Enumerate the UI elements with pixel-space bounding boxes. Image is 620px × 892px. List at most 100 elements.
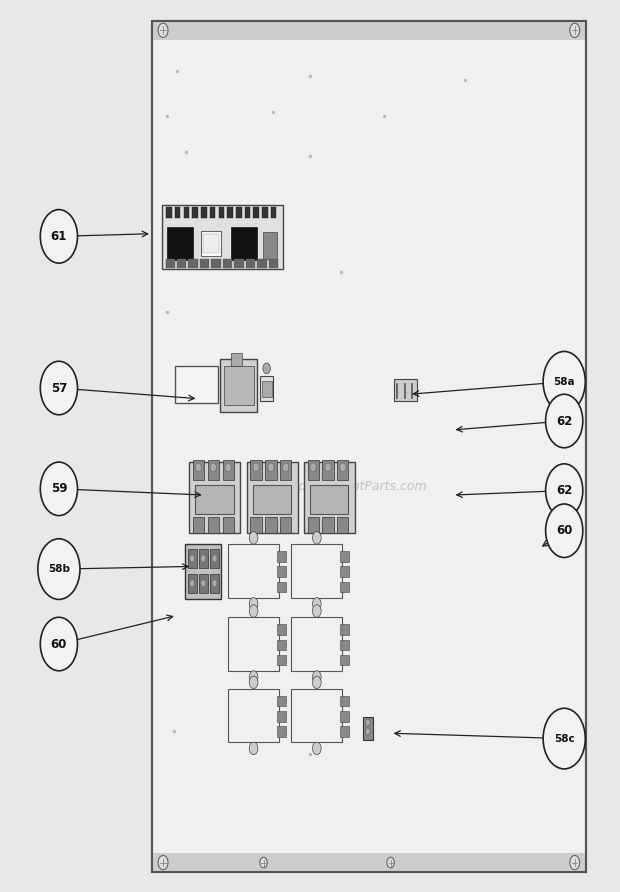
Bar (260, 376, 273, 401)
Bar (152, 21, 586, 872)
Bar (224, 366, 254, 405)
Text: 57: 57 (51, 382, 67, 394)
Circle shape (40, 210, 78, 263)
Circle shape (40, 462, 78, 516)
Circle shape (249, 532, 258, 544)
Bar (193, 460, 204, 480)
Circle shape (312, 676, 321, 689)
Bar (271, 207, 277, 218)
Bar (340, 640, 349, 650)
Circle shape (249, 671, 258, 683)
Text: eReplacementParts.com: eReplacementParts.com (274, 480, 427, 492)
Bar (218, 207, 224, 218)
Circle shape (40, 361, 78, 415)
Circle shape (249, 676, 258, 689)
Bar (257, 259, 267, 268)
Bar (162, 205, 283, 269)
Text: 62: 62 (556, 484, 572, 497)
Bar (340, 551, 349, 562)
Circle shape (212, 555, 217, 562)
Circle shape (40, 617, 78, 671)
Bar (277, 726, 286, 737)
Circle shape (312, 605, 321, 617)
Bar (166, 259, 175, 268)
Bar (231, 227, 257, 260)
Bar (228, 544, 279, 598)
Bar (322, 517, 334, 533)
Bar (269, 259, 278, 268)
Circle shape (546, 464, 583, 517)
Bar (394, 379, 417, 401)
Bar (250, 517, 262, 533)
Text: 62: 62 (556, 415, 572, 427)
Circle shape (253, 463, 259, 472)
Bar (340, 582, 349, 592)
Bar (211, 259, 221, 268)
Bar (340, 624, 349, 635)
Bar (223, 259, 232, 268)
Bar (201, 207, 206, 218)
Bar (310, 485, 348, 514)
Bar (188, 574, 197, 593)
Bar (167, 227, 193, 260)
Bar (195, 485, 234, 514)
Circle shape (283, 463, 289, 472)
Text: 58b: 58b (48, 564, 70, 574)
Bar (236, 207, 242, 218)
Bar (166, 207, 172, 218)
Bar (245, 207, 250, 218)
Bar (363, 717, 373, 740)
Bar (277, 551, 286, 562)
Bar (304, 462, 355, 533)
Bar (265, 517, 277, 533)
Bar (262, 207, 268, 218)
Circle shape (201, 555, 206, 562)
Circle shape (38, 539, 80, 599)
Bar (308, 460, 319, 480)
Bar (337, 517, 348, 533)
Circle shape (365, 719, 370, 726)
Bar (223, 517, 234, 533)
Circle shape (260, 857, 267, 868)
Bar (152, 853, 586, 872)
Bar (277, 696, 286, 706)
Text: 60: 60 (51, 638, 67, 650)
Text: 60: 60 (556, 524, 572, 537)
Circle shape (158, 855, 168, 870)
Bar (308, 517, 319, 533)
Bar (192, 207, 198, 218)
Bar (250, 460, 262, 480)
Bar (322, 460, 334, 480)
Circle shape (310, 463, 316, 472)
Bar (291, 544, 342, 598)
Bar (177, 259, 187, 268)
Circle shape (201, 580, 206, 587)
Bar (228, 207, 233, 218)
Bar (280, 460, 291, 480)
Bar (340, 711, 349, 722)
Bar (231, 353, 242, 366)
Bar (199, 574, 208, 593)
Circle shape (543, 708, 585, 769)
Circle shape (570, 23, 580, 37)
Text: 61: 61 (51, 230, 67, 243)
Text: 59: 59 (51, 483, 67, 495)
Bar (210, 574, 219, 593)
Bar (188, 549, 197, 568)
Bar (340, 655, 349, 665)
Bar (291, 689, 342, 742)
Circle shape (546, 504, 583, 558)
Bar (185, 544, 221, 599)
Circle shape (263, 363, 270, 374)
Circle shape (312, 598, 321, 610)
Bar (193, 517, 204, 533)
Bar (234, 259, 244, 268)
Bar (337, 460, 348, 480)
Bar (277, 711, 286, 722)
Bar (291, 617, 342, 671)
Bar (210, 549, 219, 568)
Bar (247, 462, 298, 533)
Bar (203, 234, 219, 253)
Bar (340, 726, 349, 737)
Bar (152, 21, 586, 40)
